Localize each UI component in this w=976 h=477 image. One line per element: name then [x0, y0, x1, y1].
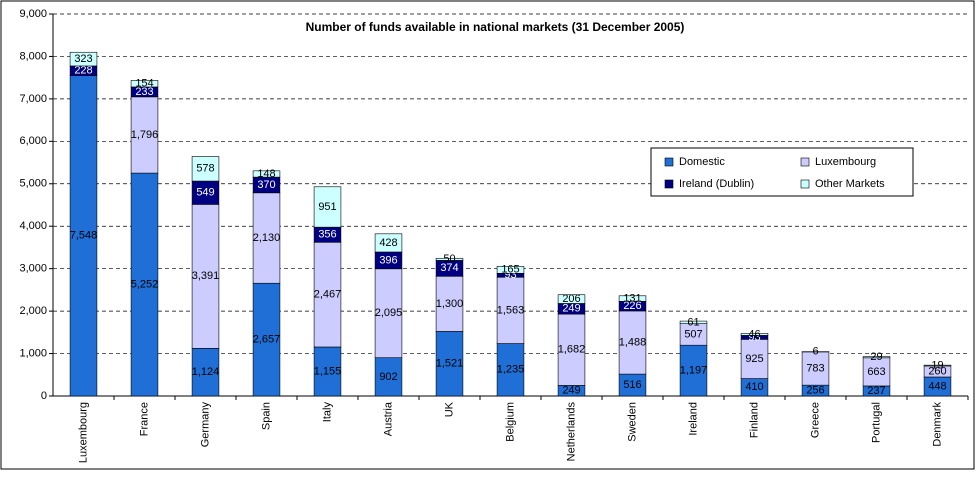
y-tick-label: 3,000 [19, 263, 47, 275]
data-label: 1,197 [680, 365, 708, 377]
data-label: 2,467 [314, 289, 342, 301]
y-tick-label: 2,000 [19, 305, 47, 317]
x-tick-label: Germany [199, 402, 211, 448]
data-label: 228 [74, 65, 92, 77]
x-tick-label: Austria [382, 401, 394, 436]
data-label: 154 [135, 78, 153, 90]
legend-label: Luxembourg [815, 156, 876, 168]
x-tick-label: Greece [809, 402, 821, 438]
legend-label: Other Markets [815, 178, 885, 190]
data-label: 131 [623, 292, 641, 304]
data-label: 516 [623, 379, 641, 391]
y-tick-label: 6,000 [19, 135, 47, 147]
data-label: 428 [379, 237, 397, 249]
data-label: 549 [196, 187, 214, 199]
x-tick-label: Spain [260, 402, 272, 430]
x-tick-label: Denmark [931, 402, 943, 447]
y-tick-label: 4,000 [19, 220, 47, 232]
data-label: 1,563 [497, 304, 525, 316]
data-label: 50 [443, 253, 455, 265]
data-label: 1,488 [619, 336, 647, 348]
data-label: 370 [257, 179, 275, 191]
data-label: 6 [812, 346, 818, 358]
x-tick-label: Netherlands [565, 402, 577, 462]
legend-swatch [665, 158, 673, 166]
data-label: 396 [379, 254, 397, 266]
data-label: 148 [257, 168, 275, 180]
data-label: 1,521 [436, 358, 464, 370]
data-label: 19 [931, 359, 943, 371]
data-label: 578 [196, 163, 214, 175]
data-label: 323 [74, 53, 92, 65]
data-label: 783 [806, 362, 824, 374]
data-label: 902 [379, 371, 397, 383]
data-label: 5,252 [131, 278, 159, 290]
y-tick-label: 7,000 [19, 93, 47, 105]
x-tick-label: France [138, 402, 150, 436]
x-tick-label: UK [443, 401, 455, 417]
data-label: 206 [562, 293, 580, 305]
data-label: 925 [745, 353, 763, 365]
data-label: 1,235 [497, 364, 525, 376]
data-label: 448 [928, 380, 946, 392]
data-label: 237 [867, 385, 885, 397]
y-tick-label: 5,000 [19, 178, 47, 190]
legend-label: Ireland (Dublin) [679, 178, 754, 190]
data-label: 3,391 [192, 270, 220, 282]
data-label: 29 [870, 351, 882, 363]
data-label: 7,548 [70, 230, 98, 242]
x-tick-label: Finland [748, 402, 760, 438]
data-label: 1,300 [436, 298, 464, 310]
x-tick-label: Italy [321, 402, 333, 423]
data-label: 249 [562, 385, 580, 397]
data-label: 61 [687, 316, 699, 328]
data-label: 165 [501, 264, 519, 276]
data-label: 2,657 [253, 334, 281, 346]
data-label: 356 [318, 229, 336, 241]
y-tick-label: 1,000 [19, 347, 47, 359]
data-label: 1,155 [314, 365, 342, 377]
legend-swatch [801, 180, 809, 188]
data-label: 1,124 [192, 366, 220, 378]
data-label: 46 [748, 328, 760, 340]
x-tick-label: Belgium [504, 402, 516, 442]
data-label: 2,130 [253, 232, 281, 244]
x-tick-label: Portugal [870, 402, 882, 443]
data-label: 507 [684, 328, 702, 340]
y-tick-label: 9,000 [19, 8, 47, 20]
data-label: 2,095 [375, 307, 403, 319]
x-tick-label: Ireland [687, 402, 699, 436]
legend-swatch [801, 158, 809, 166]
data-label: 1,682 [558, 344, 586, 356]
y-tick-label: 0 [41, 390, 47, 402]
data-label: 663 [867, 366, 885, 378]
data-label: 410 [745, 381, 763, 393]
y-tick-label: 8,000 [19, 50, 47, 62]
x-tick-label: Luxembourg [77, 402, 89, 463]
legend-swatch [665, 180, 673, 188]
legend-label: Domestic [679, 156, 725, 168]
x-tick-label: Sweden [626, 402, 638, 442]
chart-title: Number of funds available in national ma… [306, 20, 685, 34]
data-label: 951 [318, 201, 336, 213]
data-label: 256 [806, 384, 824, 396]
data-label: 1,796 [131, 129, 159, 141]
